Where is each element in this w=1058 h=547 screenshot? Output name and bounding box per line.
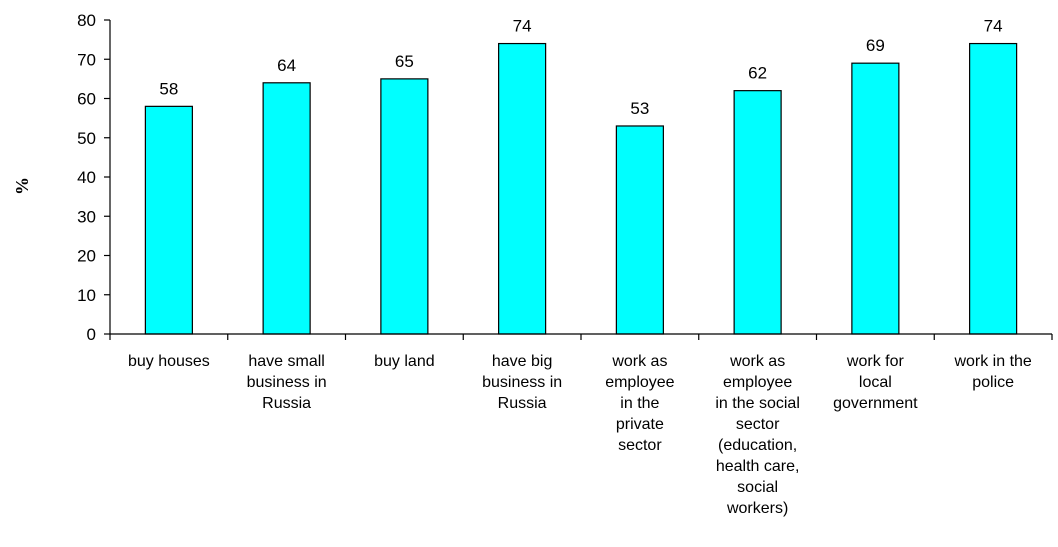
data-label: 64: [277, 56, 296, 75]
bar: [733, 90, 782, 335]
y-tick-label: 80: [77, 11, 96, 30]
category-labels: buy houses have small business in Russia buy…: [128, 353, 1032, 517]
y-tick-label: 20: [77, 247, 96, 266]
bar: [851, 62, 900, 335]
y-tick-label: 40: [77, 168, 96, 187]
data-labels: 58 64 65 74 53 62 69 74: [159, 17, 1002, 118]
bar: [262, 82, 311, 335]
y-tick-label: 0: [87, 325, 96, 344]
x-tick-label: work as employee in the social sector (educa…: [715, 353, 800, 517]
data-label: 74: [513, 17, 532, 36]
y-axis-title: %: [12, 177, 32, 195]
x-axis: [109, 333, 1053, 340]
data-label: 62: [748, 64, 767, 83]
data-label: 65: [395, 52, 414, 71]
x-tick-label: buy land: [374, 353, 435, 370]
x-tick-label: buy houses: [128, 353, 210, 370]
bar: [615, 125, 664, 335]
data-label: 53: [630, 99, 649, 118]
data-label: 58: [159, 79, 178, 98]
data-label: 74: [984, 17, 1003, 36]
y-axis: 0 10 20 30 40 50 60 70 80: [77, 11, 111, 344]
bar: [498, 42, 547, 335]
x-tick-label: have big business in Russia: [482, 353, 562, 412]
x-tick-label: work for local government: [833, 353, 918, 412]
x-tick-label: have small business in Russia: [247, 353, 327, 412]
data-label: 69: [866, 36, 885, 55]
bar: [969, 42, 1018, 335]
y-tick-label: 70: [77, 50, 96, 69]
bar: [380, 78, 429, 335]
y-tick-label: 30: [77, 207, 96, 226]
x-tick-label: work in the police: [953, 353, 1031, 391]
x-tick-label: work as employee in the private sector: [605, 353, 674, 454]
bar: [144, 105, 193, 335]
y-tick-label: 60: [77, 90, 96, 109]
y-tick-label: 10: [77, 286, 96, 305]
bars: [144, 42, 1018, 335]
y-tick-label: 50: [77, 129, 96, 148]
